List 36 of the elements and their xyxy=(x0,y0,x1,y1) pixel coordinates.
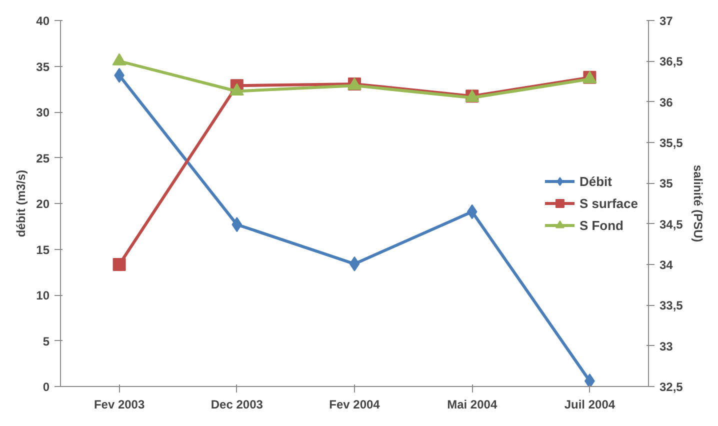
point xyxy=(349,256,360,272)
point xyxy=(466,204,478,220)
y2-tick-label: 36,5 xyxy=(660,54,684,69)
y-axis-title: débit (m3/s) xyxy=(14,170,28,238)
y2-tick-label: 33 xyxy=(660,339,674,354)
y2-tick-label: 34 xyxy=(660,258,674,272)
y-tick-label: 35 xyxy=(36,60,50,74)
y2-tick-label: 33,5 xyxy=(660,298,684,313)
y2-tick-label: 32,5 xyxy=(660,380,684,394)
x-tick-label: Mai 2004 xyxy=(447,398,498,412)
y2-tick-label: 35 xyxy=(660,176,674,191)
y-tick-label: 10 xyxy=(36,288,50,302)
point xyxy=(230,83,244,96)
legend-label: S surface xyxy=(579,196,638,210)
y-tick-label: 40 xyxy=(36,14,50,28)
point xyxy=(584,374,595,386)
point xyxy=(112,53,126,66)
x-tick-label: Fev 2003 xyxy=(94,398,145,412)
y-tick-label: 20 xyxy=(36,197,50,211)
y-tick-label: 25 xyxy=(36,151,50,166)
y2-axis-title: salinité (PSU) xyxy=(690,164,705,242)
x-tick-label: Fev 2004 xyxy=(329,398,380,412)
y-tick-label: 0 xyxy=(42,380,50,394)
point xyxy=(232,217,242,232)
y-tick-label: 15 xyxy=(36,242,50,257)
legend-label: S Fond xyxy=(579,218,624,232)
y2-tick-label: 34,5 xyxy=(660,217,684,232)
y-tick-label: 5 xyxy=(42,334,50,348)
x-tick-label: Juil 2004 xyxy=(564,398,616,412)
x-tick-label: Dec 2003 xyxy=(210,398,264,412)
y-tick-label: 30 xyxy=(36,106,50,120)
legend-label: Débit xyxy=(579,174,612,188)
y2-tick-label: 36 xyxy=(660,95,674,110)
y2-tick-label: 35,5 xyxy=(660,136,684,150)
y2-tick-label: 37 xyxy=(660,14,674,28)
point xyxy=(112,258,126,271)
